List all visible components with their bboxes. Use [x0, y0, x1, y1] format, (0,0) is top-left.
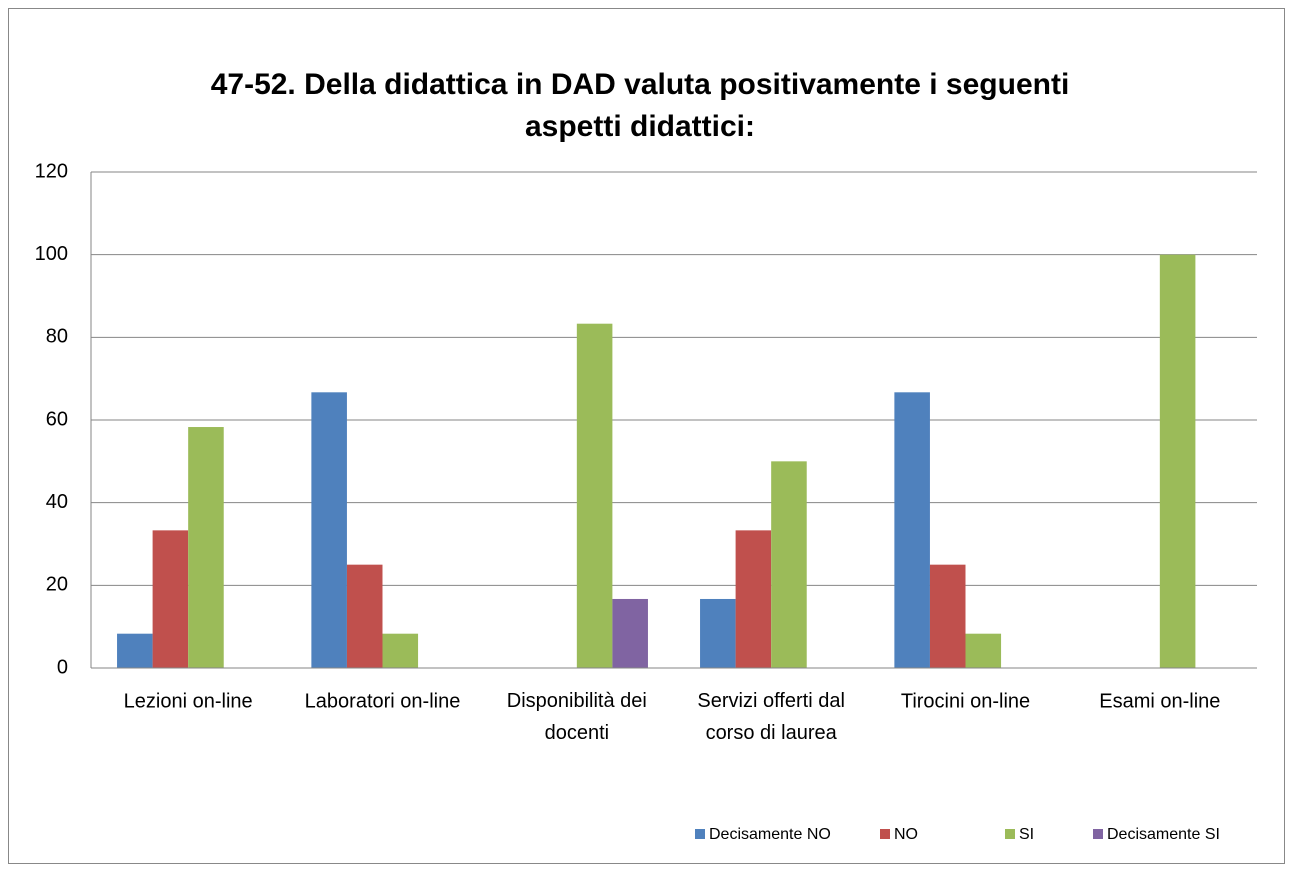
legend-label: NO — [894, 826, 918, 843]
legend-label: SI — [1019, 826, 1034, 843]
bar — [188, 427, 224, 668]
y-tick-label: 100 — [35, 243, 68, 265]
legend-swatch — [880, 829, 890, 839]
bar — [735, 530, 772, 668]
bar — [311, 392, 347, 668]
bar — [152, 530, 189, 668]
legend-swatch — [1093, 829, 1103, 839]
x-tick-label: Tirocini on-line — [901, 690, 1030, 712]
y-tick-label: 60 — [46, 408, 68, 430]
y-tick-label: 40 — [46, 491, 68, 513]
bar — [576, 323, 613, 668]
x-tick-label: Laboratori on-line — [305, 690, 461, 712]
chart-title: aspetti didattici: — [525, 110, 755, 143]
x-tick-label: Disponibilità dei docenti — [507, 690, 647, 744]
bar — [346, 564, 383, 668]
chart-title: 47-52. Della didattica in DAD valuta pos… — [211, 68, 1070, 101]
x-tick-label: Lezioni on-line — [124, 690, 253, 712]
y-tick-label: 120 — [35, 160, 68, 182]
bar — [771, 461, 807, 668]
bar — [612, 598, 648, 668]
y-tick-label: 20 — [46, 574, 68, 596]
legend-swatch — [1005, 829, 1015, 839]
y-tick-label: 0 — [57, 656, 68, 678]
x-tick-label: Servizi offerti dal corso di laurea — [697, 690, 844, 744]
bar — [1159, 254, 1196, 668]
bar — [929, 564, 966, 668]
bar — [382, 633, 419, 668]
legend-label: Decisamente SI — [1107, 826, 1220, 843]
bar — [700, 598, 736, 668]
x-tick-label: Esami on-line — [1099, 690, 1220, 712]
bar — [894, 392, 930, 668]
legend-swatch — [695, 829, 705, 839]
y-tick-label: 80 — [46, 326, 68, 348]
bar — [965, 633, 1002, 668]
bar — [117, 633, 153, 668]
legend-label: Decisamente NO — [709, 826, 831, 843]
